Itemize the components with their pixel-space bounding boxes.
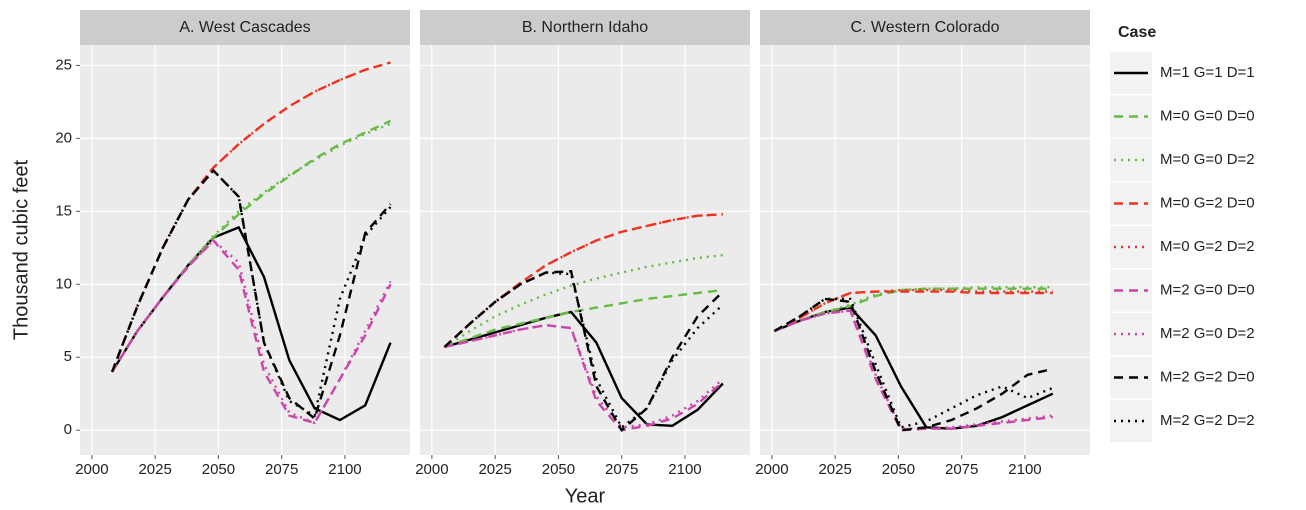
x-tick-label: 2100 bbox=[328, 461, 361, 478]
x-tick-label: 2050 bbox=[202, 461, 235, 478]
y-tick-label: 20 bbox=[55, 129, 72, 146]
series-line bbox=[110, 168, 392, 418]
legend-key bbox=[1110, 139, 1152, 181]
legend-label: M=0 G=0 D=0 bbox=[1160, 107, 1255, 124]
series-line bbox=[443, 269, 724, 433]
x-tick-label: 2025 bbox=[818, 461, 851, 478]
x-tick-label: 2075 bbox=[945, 461, 978, 478]
panel-background bbox=[760, 45, 1090, 455]
series-line bbox=[443, 253, 724, 349]
series-line bbox=[111, 122, 391, 373]
x-tick-label: 2025 bbox=[138, 461, 171, 478]
panel-background bbox=[80, 45, 410, 455]
x-tick-label: 2000 bbox=[755, 461, 788, 478]
legend-label: M=0 G=2 D=2 bbox=[1160, 238, 1255, 255]
series-line bbox=[444, 288, 724, 349]
legend-key bbox=[1110, 313, 1152, 355]
legend-key bbox=[1110, 400, 1152, 442]
x-tick-label: 2100 bbox=[668, 461, 701, 478]
series-line bbox=[773, 297, 1054, 429]
legend-title: Case bbox=[1118, 24, 1156, 41]
series-line bbox=[444, 310, 724, 428]
y-tick-label: 25 bbox=[55, 56, 72, 73]
series-line bbox=[773, 288, 1053, 333]
legend-label: M=2 G=2 D=0 bbox=[1160, 368, 1255, 385]
strip bbox=[420, 10, 750, 45]
panel-background bbox=[420, 45, 750, 455]
x-tick-label: 2050 bbox=[542, 461, 575, 478]
panel-title: C. Western Colorado bbox=[850, 19, 999, 36]
legend-label: M=2 G=2 D=2 bbox=[1160, 412, 1255, 429]
legend-label: M=0 G=0 D=2 bbox=[1160, 151, 1255, 168]
y-tick-label: 15 bbox=[55, 202, 72, 219]
panel-title: A. West Cascades bbox=[179, 19, 310, 36]
strip bbox=[80, 10, 410, 45]
y-tick-label: 0 bbox=[64, 421, 72, 438]
series-line bbox=[773, 286, 1053, 333]
series-line bbox=[443, 271, 724, 430]
x-tick-label: 2000 bbox=[75, 461, 108, 478]
x-axis-label: Year bbox=[565, 485, 606, 507]
series-line bbox=[773, 290, 1053, 333]
series-line bbox=[773, 297, 1054, 432]
series-line bbox=[444, 323, 724, 432]
legend-label: M=0 G=2 D=0 bbox=[1160, 194, 1255, 211]
x-tick-label: 2075 bbox=[605, 461, 638, 478]
y-tick-label: 5 bbox=[64, 348, 72, 365]
series-line bbox=[111, 238, 392, 425]
panel-title: B. Northern Idaho bbox=[522, 19, 648, 36]
x-tick-label: 2100 bbox=[1008, 461, 1041, 478]
strip bbox=[760, 10, 1090, 45]
y-axis-label: Thousand cubic feet bbox=[10, 160, 32, 341]
y-tick-label: 10 bbox=[55, 275, 72, 292]
legend-label: M=2 G=0 D=2 bbox=[1160, 325, 1255, 342]
x-tick-label: 2050 bbox=[882, 461, 915, 478]
legend-label: M=1 G=1 D=1 bbox=[1160, 64, 1255, 81]
x-tick-label: 2025 bbox=[478, 461, 511, 478]
x-tick-label: 2075 bbox=[265, 461, 298, 478]
legend-label: M=2 G=0 D=0 bbox=[1160, 281, 1255, 298]
series-line bbox=[773, 309, 1053, 430]
legend-key bbox=[1110, 226, 1152, 268]
x-tick-label: 2000 bbox=[415, 461, 448, 478]
series-line bbox=[111, 238, 392, 425]
